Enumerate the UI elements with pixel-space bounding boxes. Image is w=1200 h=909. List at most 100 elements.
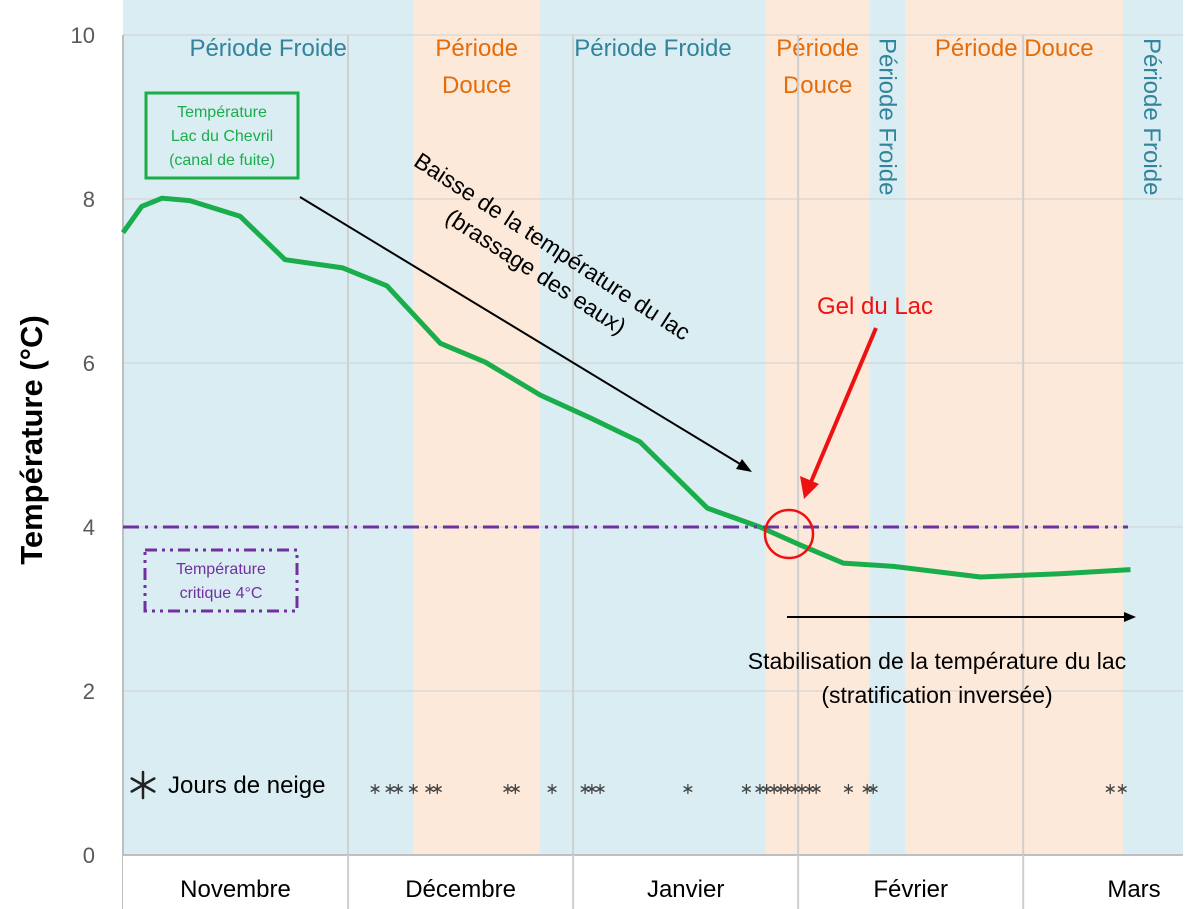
month-label: Novembre bbox=[180, 876, 291, 903]
snow-day-icon bbox=[868, 783, 878, 795]
snowflake-stroke bbox=[595, 786, 605, 792]
snowflake-stroke bbox=[587, 786, 597, 792]
snow-day-icon bbox=[1105, 783, 1115, 795]
freeze-arrowhead-icon bbox=[800, 476, 819, 499]
snow-day-icon bbox=[683, 783, 693, 795]
snow-days-markers bbox=[370, 783, 1127, 795]
snow-day-icon bbox=[385, 783, 395, 795]
snowflake-stroke bbox=[683, 786, 693, 792]
snowflake-stroke bbox=[762, 786, 772, 792]
y-axis-title: Température (°C) bbox=[14, 315, 49, 565]
snow-day-icon bbox=[1117, 783, 1127, 795]
snow-day-icon bbox=[797, 783, 807, 795]
y-tick-label: 4 bbox=[83, 515, 95, 540]
snowflake-stroke bbox=[370, 786, 380, 792]
snowflake-stroke bbox=[797, 786, 807, 792]
period-band-froide bbox=[1122, 0, 1183, 855]
snow-day-icon bbox=[408, 783, 418, 795]
snow-day-icon bbox=[769, 783, 779, 795]
period-band-douce bbox=[765, 0, 870, 855]
snow-day-icon bbox=[510, 783, 520, 795]
period-band-froide bbox=[123, 0, 414, 855]
snow-day-icon bbox=[370, 783, 380, 795]
period-label: Douce bbox=[442, 72, 511, 99]
legend-critical-line-1: Température bbox=[176, 561, 266, 578]
snow-day-icon bbox=[843, 783, 853, 795]
snowflake-stroke bbox=[1105, 786, 1115, 792]
period-band-froide bbox=[869, 0, 906, 855]
snow-days-label: Jours de neige bbox=[168, 772, 325, 799]
legend-lake-line-3: (canal de fuite) bbox=[169, 152, 275, 169]
period-band-douce bbox=[905, 0, 1123, 855]
month-label: Janvier bbox=[647, 876, 724, 903]
snowflake-stroke bbox=[790, 786, 800, 792]
period-bands: Période Froide Période Douce Période Froide… bbox=[123, 0, 1183, 855]
month-label: Février bbox=[873, 876, 948, 903]
snow-day-icon bbox=[741, 783, 751, 795]
snowflake-stroke bbox=[408, 786, 418, 792]
snowflake-stroke bbox=[783, 786, 793, 792]
stabilisation-arrowhead-icon bbox=[1124, 612, 1136, 622]
period-label: Période Froide bbox=[873, 38, 900, 195]
snowflake-stroke bbox=[580, 786, 590, 792]
y-tick-label: 0 bbox=[83, 843, 95, 868]
month-label: Mars bbox=[1107, 876, 1160, 903]
snowflake-stroke bbox=[741, 786, 751, 792]
snow-day-icon bbox=[595, 783, 605, 795]
snowflake-stroke bbox=[755, 786, 765, 792]
legend-critical-line-2: critique 4°C bbox=[180, 585, 263, 602]
snowflake-stroke bbox=[868, 786, 878, 792]
snowflake-stroke bbox=[503, 786, 513, 792]
snow-day-icon bbox=[580, 783, 590, 795]
y-tick-label: 2 bbox=[83, 679, 95, 704]
freeze-label: Gel du Lac bbox=[817, 293, 933, 320]
decline-arrowhead-icon bbox=[736, 459, 752, 472]
snowflake-stroke bbox=[393, 786, 403, 792]
period-band-froide bbox=[540, 0, 766, 855]
snowflake-stroke bbox=[547, 786, 557, 792]
period-label: Période Douce bbox=[935, 35, 1094, 62]
period-label: Douce bbox=[783, 72, 852, 99]
snowflake-stroke bbox=[843, 786, 853, 792]
snow-day-icon bbox=[755, 783, 765, 795]
y-tick-label: 8 bbox=[83, 187, 95, 212]
snow-day-icon bbox=[587, 783, 597, 795]
snow-day-icon bbox=[776, 783, 786, 795]
legend-lake-line-1: Température bbox=[177, 104, 267, 121]
legend-critical-temperature: Température critique 4°C bbox=[143, 548, 299, 613]
snowflake-stroke bbox=[776, 786, 786, 792]
snow-day-icon bbox=[503, 783, 513, 795]
period-band-douce bbox=[413, 0, 541, 855]
period-label: Période bbox=[435, 35, 518, 62]
stabilisation-label-line-2: (stratification inversée) bbox=[821, 682, 1052, 708]
snowflake-icon bbox=[130, 770, 156, 800]
snowflake-stroke bbox=[811, 786, 821, 792]
period-label: Période Froide bbox=[574, 35, 731, 62]
month-axis-background bbox=[123, 855, 1183, 909]
freeze-annotation: Gel du Lac bbox=[763, 293, 933, 560]
snow-day-icon bbox=[432, 783, 442, 795]
snow-day-icon bbox=[804, 783, 814, 795]
period-label: Période bbox=[776, 35, 859, 62]
stabilisation-annotation: Stabilisation de la température du lac (… bbox=[748, 612, 1136, 708]
y-axis-ticks: 0 2 4 6 8 10 bbox=[71, 23, 95, 868]
snow-day-icon bbox=[783, 783, 793, 795]
period-label: Période Froide bbox=[189, 35, 346, 62]
snowflake-stroke bbox=[432, 786, 442, 792]
snowflake-stroke bbox=[510, 786, 520, 792]
snow-day-icon bbox=[790, 783, 800, 795]
y-tick-label: 10 bbox=[71, 23, 95, 48]
period-label: Période Froide bbox=[1138, 38, 1165, 195]
snowflake-stroke bbox=[1117, 786, 1127, 792]
snow-day-icon bbox=[762, 783, 772, 795]
snow-day-icon bbox=[811, 783, 821, 795]
month-axis: Novembre Décembre Janvier Février Mars bbox=[123, 854, 1183, 909]
snow-day-icon bbox=[393, 783, 403, 795]
snowflake-stroke bbox=[385, 786, 395, 792]
y-tick-label: 6 bbox=[83, 351, 95, 376]
legend-lake-temperature: Température Lac du Chevril (canal de fui… bbox=[144, 91, 300, 180]
snowflake-stroke bbox=[425, 786, 435, 792]
snow-day-icon bbox=[425, 783, 435, 795]
month-label: Décembre bbox=[405, 876, 516, 903]
